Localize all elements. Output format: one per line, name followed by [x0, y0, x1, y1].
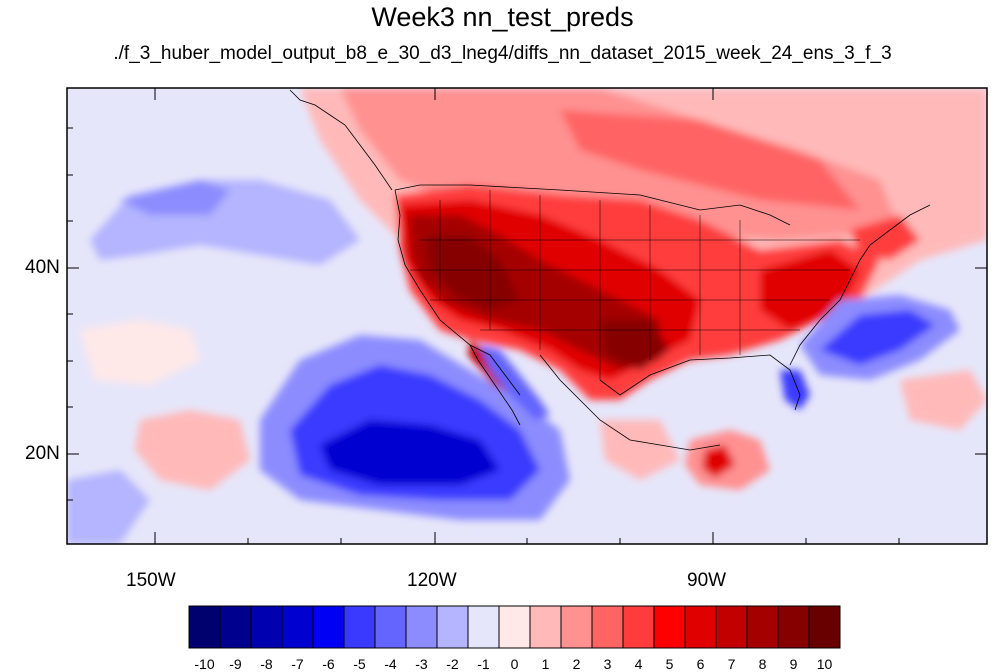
colorbar-box — [281, 605, 314, 649]
colorbar-box — [374, 605, 407, 649]
colorbar-tick-label: -7 — [291, 656, 304, 672]
lon-label-120w: 120W — [407, 570, 457, 591]
map-title: Week3 nn_test_preds — [371, 2, 634, 32]
colorbar-tick-label: 6 — [696, 656, 705, 672]
colorbar-tick-label: 2 — [572, 656, 581, 672]
colorbar-tick-label: -8 — [260, 656, 273, 672]
colorbar-box — [808, 605, 841, 649]
colorbar-tick-label: -4 — [384, 656, 397, 672]
colorbar-tick-label: 0 — [510, 656, 519, 672]
lon-label-90w: 90W — [687, 570, 727, 591]
colorbar-tick-label: -2 — [446, 656, 459, 672]
colorbar-box — [591, 605, 624, 649]
colorbar-tick-label: -1 — [477, 656, 490, 672]
colorbar-box — [219, 605, 252, 649]
colorbar-box — [684, 605, 717, 649]
colorbar-tick-label: -9 — [229, 656, 242, 672]
axis-ticks — [67, 88, 987, 544]
colorbar-box — [653, 605, 686, 649]
lat-label-20n: 20N — [25, 443, 60, 464]
lat-label-40n: 40N — [25, 257, 60, 278]
colorbar-tick-label: 10 — [816, 656, 833, 672]
colorbar-box — [436, 605, 469, 649]
colorbar-tick-label: 1 — [541, 656, 550, 672]
colorbar-tick-label: 4 — [634, 656, 643, 672]
colorbar-tick-label: 5 — [665, 656, 674, 672]
heatmap-field — [67, 88, 987, 544]
colorbar-tick-label: -6 — [322, 656, 335, 672]
colorbar-box — [405, 605, 438, 649]
colorbar-box — [560, 605, 593, 649]
colorbar-box — [343, 605, 376, 649]
colorbar-box — [467, 605, 500, 649]
colorbar — [188, 605, 841, 649]
coastlines — [289, 89, 931, 451]
colorbar-box — [529, 605, 562, 649]
colorbar-box — [498, 605, 531, 649]
colorbar-box — [622, 605, 655, 649]
colorbar-box — [188, 605, 221, 649]
map-subtitle: ./f_3_huber_model_output_b8_e_30_d3_lneg… — [113, 43, 892, 64]
colorbar-tick-label: 3 — [603, 656, 612, 672]
colorbar-tick-label: 7 — [727, 656, 736, 672]
colorbar-box — [777, 605, 810, 649]
colorbar-tick-label: -3 — [415, 656, 428, 672]
colorbar-box — [715, 605, 748, 649]
colorbar-box — [250, 605, 283, 649]
colorbar-tick-label: -5 — [353, 656, 366, 672]
colorbar-box — [312, 605, 345, 649]
colorbar-tick-label: 9 — [789, 656, 798, 672]
colorbar-tick-label: -10 — [194, 656, 215, 672]
colorbar-tick-label: 8 — [758, 656, 767, 672]
state-borders — [410, 190, 860, 380]
colorbar-box — [746, 605, 779, 649]
lon-label-150w: 150W — [126, 570, 176, 591]
